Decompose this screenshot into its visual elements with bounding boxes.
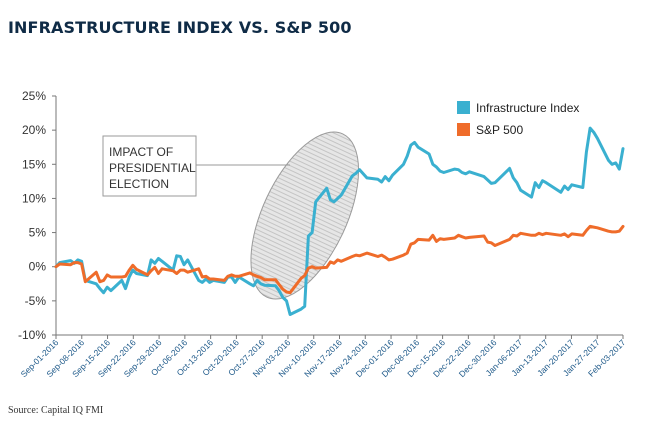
- election-highlight-oval: [250, 131, 360, 300]
- y-tick-label: 15%: [22, 157, 46, 171]
- y-tick-label: 5%: [29, 226, 47, 240]
- annotation-line: PRESIDENTIAL: [109, 161, 196, 175]
- y-tick-label: 10%: [22, 191, 46, 205]
- legend-infrastructure-label: Infrastructure Index: [476, 101, 579, 115]
- sp500-line: [54, 224, 625, 295]
- infrastructure-index-line: [54, 126, 625, 316]
- legend-infrastructure-swatch: [457, 101, 470, 114]
- y-tick-label: 0%: [29, 260, 47, 274]
- legend-sp500-label: S&P 500: [476, 123, 523, 137]
- chart-title: INFRASTRUCTURE INDEX VS. S&P 500: [8, 18, 352, 37]
- legend-sp500-swatch: [457, 123, 470, 136]
- y-tick-label: 25%: [22, 89, 46, 103]
- annotation-line: IMPACT OF: [109, 145, 173, 159]
- y-tick-label: -10%: [18, 328, 46, 342]
- annotation-box: [102, 135, 197, 197]
- annotation-line: ELECTION: [109, 177, 169, 191]
- y-tick-label: -5%: [25, 294, 47, 308]
- y-tick-label: 20%: [22, 123, 46, 137]
- source-note: Source: Capital IQ FMI: [8, 405, 104, 416]
